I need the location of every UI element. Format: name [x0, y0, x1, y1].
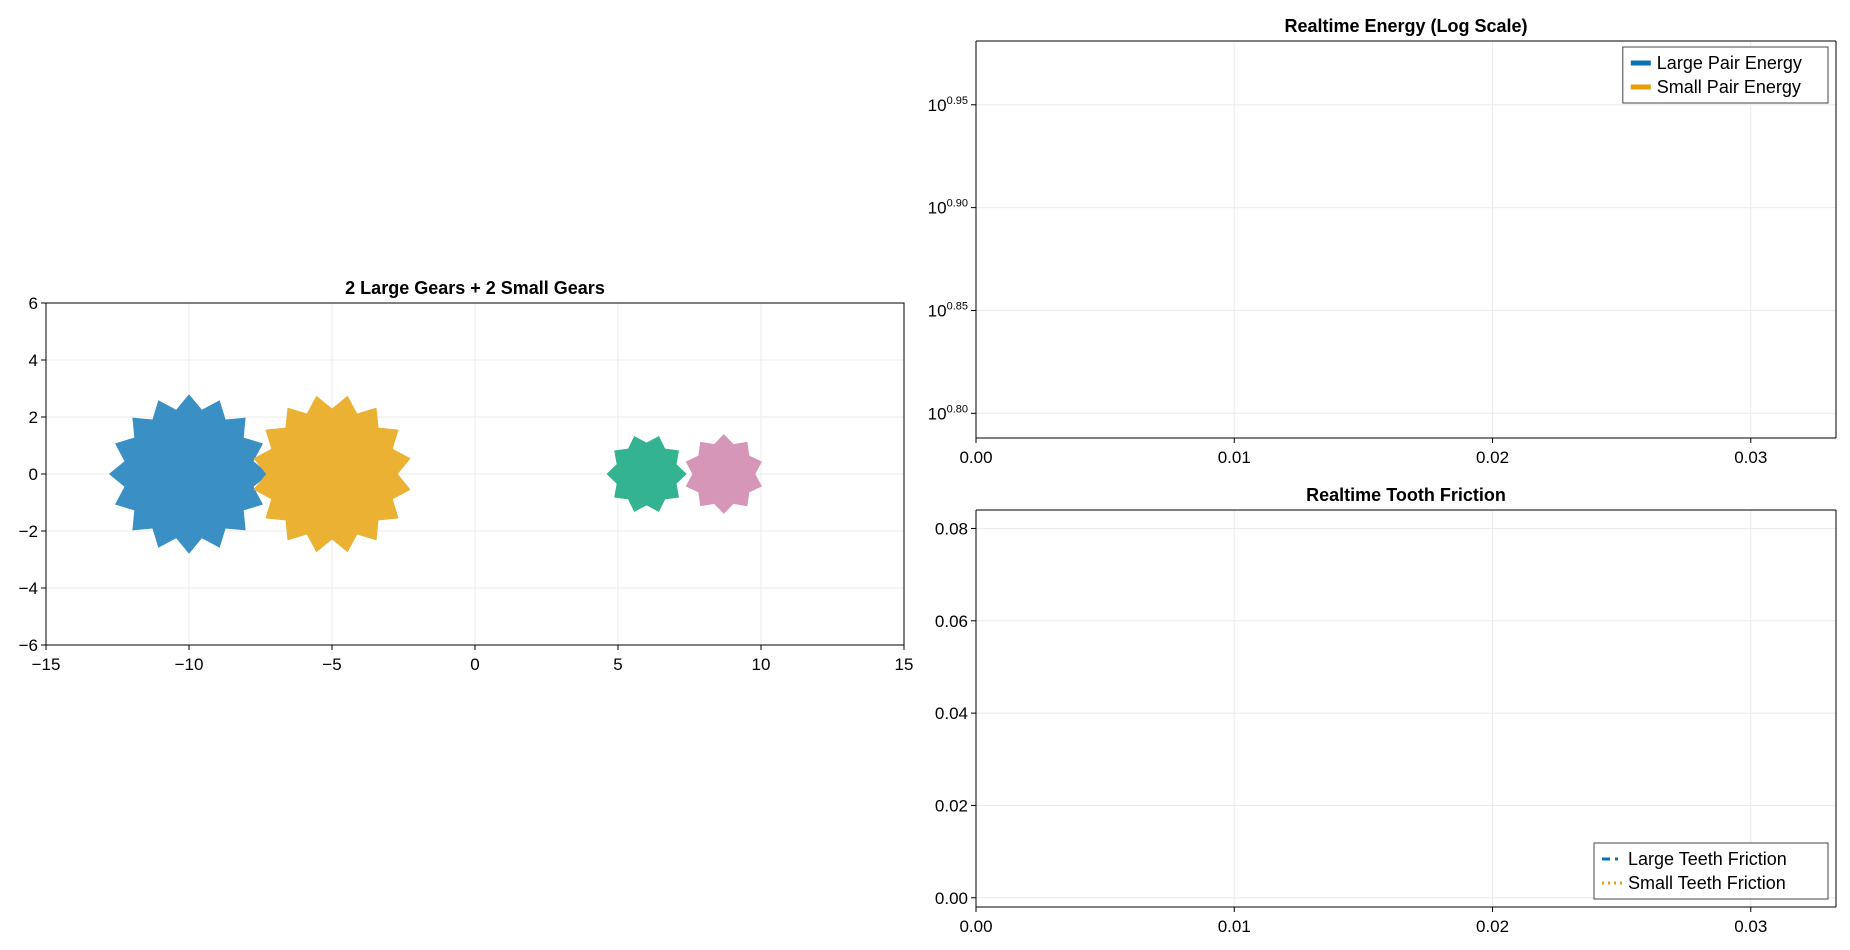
y-tick-base: 10 — [928, 199, 947, 218]
y-tick-label: 100.80 — [928, 403, 968, 423]
y-tick-label: 0 — [29, 465, 38, 484]
legend-label: Small Pair Energy — [1657, 77, 1801, 97]
legend-label: Large Pair Energy — [1657, 53, 1802, 73]
y-tick-exponent: 0.80 — [947, 403, 968, 415]
y-tick-label: −4 — [19, 579, 38, 598]
legend: Large Teeth Friction Small Teeth Friction — [1593, 842, 1829, 900]
x-tick-label: 0.00 — [959, 448, 992, 467]
x-tick-label: 0.01 — [1218, 448, 1251, 467]
y-tick-label: 100.85 — [928, 300, 968, 320]
y-tick-base: 10 — [928, 96, 947, 115]
energy-panel: Large Pair Energy Small Pair Energy 0.00 0.… — [928, 16, 1837, 467]
y-tick-label: 0.08 — [935, 519, 968, 538]
x-tick-label: −15 — [32, 655, 61, 674]
legend-label: Small Teeth Friction — [1628, 873, 1786, 893]
legend-label: Large Teeth Friction — [1628, 849, 1787, 869]
x-tick-label: −10 — [175, 655, 204, 674]
x-tick-label: −5 — [322, 655, 341, 674]
x-tick-label: 0 — [470, 655, 479, 674]
y-tick-label: 6 — [29, 294, 38, 313]
x-tick-label: 0.03 — [1734, 448, 1767, 467]
x-tick-label: 0.00 — [959, 917, 992, 936]
friction-panel: Large Teeth Friction Small Teeth Friction… — [935, 485, 1837, 936]
y-tick-exponent: 0.85 — [947, 300, 968, 312]
gear-2 — [253, 395, 411, 553]
gear-4 — [685, 434, 762, 514]
chart-title: Realtime Energy (Log Scale) — [1284, 16, 1527, 36]
x-tick-label: 10 — [752, 655, 771, 674]
y-tick-label: 0.00 — [935, 889, 968, 908]
x-tick-label: 0.02 — [1476, 448, 1509, 467]
legend: Large Pair Energy Small Pair Energy — [1622, 46, 1829, 104]
y-tick-label: 100.90 — [928, 198, 968, 218]
y-tick-label: −2 — [19, 522, 38, 541]
y-tick-label: 4 — [29, 351, 38, 370]
y-tick-exponent: 0.95 — [947, 95, 968, 107]
legend-box — [1622, 46, 1829, 104]
y-tick-label: 0.02 — [935, 796, 968, 815]
chart-title: Realtime Tooth Friction — [1306, 485, 1506, 505]
y-tick-label: 0.06 — [935, 612, 968, 631]
x-tick-label: 15 — [895, 655, 914, 674]
y-tick-base: 10 — [928, 404, 947, 423]
x-tick-label: 0.02 — [1476, 917, 1509, 936]
x-tick-label: 0.01 — [1218, 917, 1251, 936]
x-tick-label: 0.03 — [1734, 917, 1767, 936]
x-tick-label: 5 — [613, 655, 622, 674]
y-tick-label: −6 — [19, 636, 38, 655]
y-tick-label: 0.04 — [935, 704, 968, 723]
gear-1 — [108, 394, 270, 554]
y-tick-label: 100.95 — [928, 95, 968, 115]
gear-3 — [606, 436, 687, 512]
gears-panel: −15 −10 −5 0 5 10 15 −6 −4 −2 0 2 4 6 2 Large Gears + … — [19, 278, 914, 674]
gears-group — [108, 394, 762, 554]
chart-title: 2 Large Gears + 2 Small Gears — [345, 278, 605, 298]
y-tick-label: 2 — [29, 408, 38, 427]
legend-box — [1593, 842, 1829, 900]
y-tick-base: 10 — [928, 301, 947, 320]
y-tick-exponent: 0.90 — [947, 198, 968, 210]
